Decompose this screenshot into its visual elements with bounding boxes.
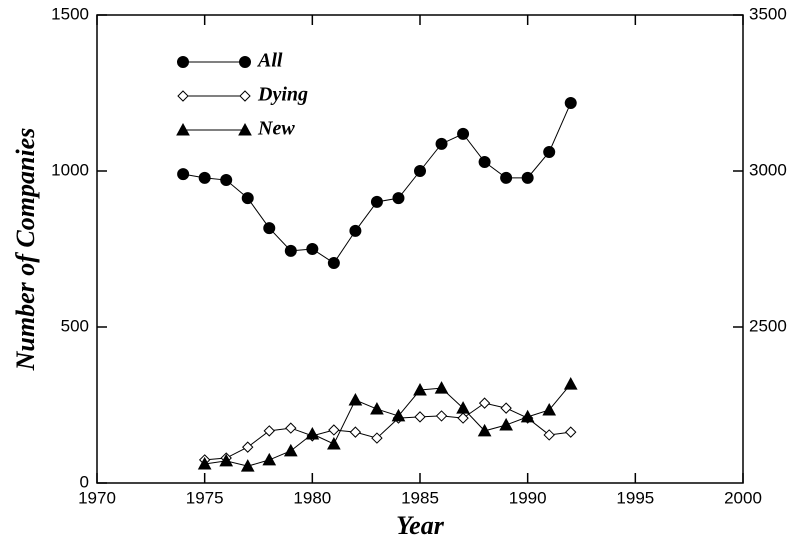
x-axis-label: Year	[396, 511, 445, 540]
marker	[499, 417, 513, 431]
marker	[220, 174, 233, 187]
marker	[284, 244, 297, 257]
marker	[392, 192, 405, 205]
marker	[305, 426, 320, 440]
legend-marker	[239, 56, 251, 68]
marker	[543, 429, 555, 441]
legend-marker	[176, 122, 190, 136]
marker	[370, 402, 384, 415]
legend-marker	[177, 56, 189, 68]
marker	[457, 127, 470, 140]
marker	[543, 145, 556, 158]
marker	[349, 426, 362, 438]
marker	[456, 401, 470, 414]
marker	[240, 459, 255, 472]
x-tick-label: 1985	[401, 488, 439, 507]
x-tick-label: 2000	[724, 488, 762, 507]
marker	[242, 441, 254, 453]
y2-tick-label: 3000	[749, 160, 787, 179]
marker	[327, 257, 340, 270]
legend-label: All	[256, 50, 283, 72]
marker	[563, 377, 578, 390]
marker	[435, 137, 448, 150]
marker	[370, 195, 383, 208]
y-tick-label: 1000	[51, 160, 89, 179]
marker	[263, 425, 275, 437]
y2-tick-label: 2500	[749, 316, 787, 335]
x-tick-label: 1995	[616, 488, 654, 507]
marker	[413, 382, 427, 396]
marker	[434, 381, 449, 394]
marker	[241, 192, 254, 205]
marker	[542, 402, 557, 416]
marker	[285, 422, 297, 434]
marker	[500, 402, 512, 414]
marker	[327, 436, 341, 450]
marker	[177, 168, 190, 181]
x-tick-label: 1970	[78, 488, 116, 507]
marker	[263, 222, 276, 235]
legend-marker	[177, 90, 189, 102]
y-tick-label: 0	[80, 472, 89, 491]
y-tick-label: 1500	[51, 4, 89, 23]
marker	[564, 96, 577, 109]
marker	[283, 443, 298, 457]
series-line	[183, 102, 572, 264]
marker	[500, 171, 513, 184]
marker	[565, 426, 577, 438]
x-tick-label: 1980	[293, 488, 331, 507]
marker	[477, 423, 492, 437]
series-line	[204, 383, 572, 467]
legend-marker	[239, 90, 251, 102]
marker	[371, 432, 383, 444]
y2-tick-label: 3500	[749, 4, 787, 23]
legend-label: Dying	[257, 84, 308, 106]
x-tick-label: 1990	[509, 488, 547, 507]
x-tick-label: 1975	[186, 488, 224, 507]
marker	[306, 243, 319, 255]
marker	[348, 392, 363, 406]
marker	[457, 412, 469, 424]
marker	[198, 171, 211, 184]
y-tick-label: 500	[61, 316, 89, 335]
marker	[520, 409, 535, 423]
marker	[349, 224, 362, 237]
marker	[328, 424, 340, 436]
marker	[478, 155, 491, 168]
y-axis-label: Number of Companies	[11, 128, 40, 372]
marker	[391, 408, 406, 422]
legend-marker	[238, 122, 252, 136]
series-line	[204, 402, 571, 461]
marker	[262, 452, 277, 466]
marker	[414, 165, 426, 177]
marker	[219, 453, 234, 467]
marker	[478, 397, 491, 409]
legend-label: New	[257, 118, 295, 140]
marker	[521, 171, 534, 184]
marker	[414, 411, 426, 423]
marker	[435, 410, 448, 422]
marker	[197, 456, 212, 470]
